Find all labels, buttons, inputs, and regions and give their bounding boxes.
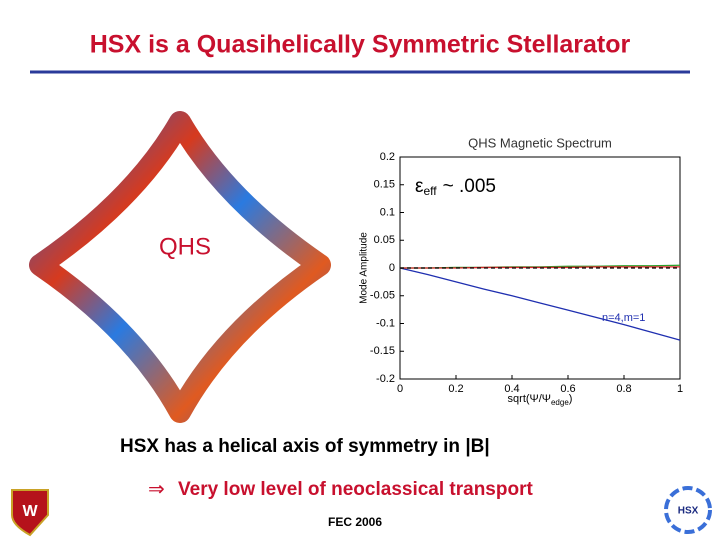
image-label: QHS [159,233,211,260]
x-tick-label: 1 [677,383,683,395]
qhs-image [29,111,331,423]
chart: QHS Magnetic Spectrum -0.2 -0.15 -0.1 -0.05 0… [359,135,683,407]
bullet-symbol: ⇒ [148,478,165,500]
annotation: εeff ~ .005 [415,176,496,198]
annotation-part: eff [423,184,437,198]
annotation-part: ~ .005 [443,176,496,197]
x-tick-label: 0 [397,383,403,395]
x-axis-label-part: ) [569,393,573,405]
hsx-logo [664,486,712,534]
x-tick-label: 0.4 [504,383,519,395]
series-line [399,267,681,341]
chart-title: QHS Magnetic Spectrum [468,135,612,150]
logo-text: HSX [678,506,699,517]
y-tick-label: 0.05 [374,234,395,246]
crest-letter: W [22,503,38,520]
y-tick-label: -0.2 [376,373,395,385]
series-label: n=4,m=1 [602,312,645,324]
y-tick-label: 0.1 [380,206,395,218]
y-tick-label: 0 [389,262,395,274]
sub-bullet: Very low level of neoclassical transport [178,479,533,500]
bullet: HSX has a helical axis of symmetry in |B… [120,436,490,457]
y-axis-label: Mode Amplitude [359,232,370,304]
x-axis-label-part: sqrt(Ψ/Ψ [508,393,551,405]
y-tick-label: -0.15 [370,345,395,357]
y-tick-label: 0.15 [374,179,395,191]
x-tick-label: 0.2 [448,383,463,395]
y-tick-label: -0.05 [370,290,395,302]
x-tick-label: 0.6 [560,383,575,395]
y-tick-label: 0.2 [380,151,395,163]
footer: FEC 2006 [328,515,382,529]
slide-title: HSX is a Quasihelically Symmetric Stella… [90,31,631,59]
x-axis-label-part: edge [551,398,569,407]
x-tick-label: 0.8 [616,383,631,395]
annotation-part: ε [415,176,424,197]
crest [11,489,49,537]
y-tick-label: -0.1 [376,317,395,329]
x-axis-label: sqrt(Ψ/Ψedge) [508,393,573,407]
